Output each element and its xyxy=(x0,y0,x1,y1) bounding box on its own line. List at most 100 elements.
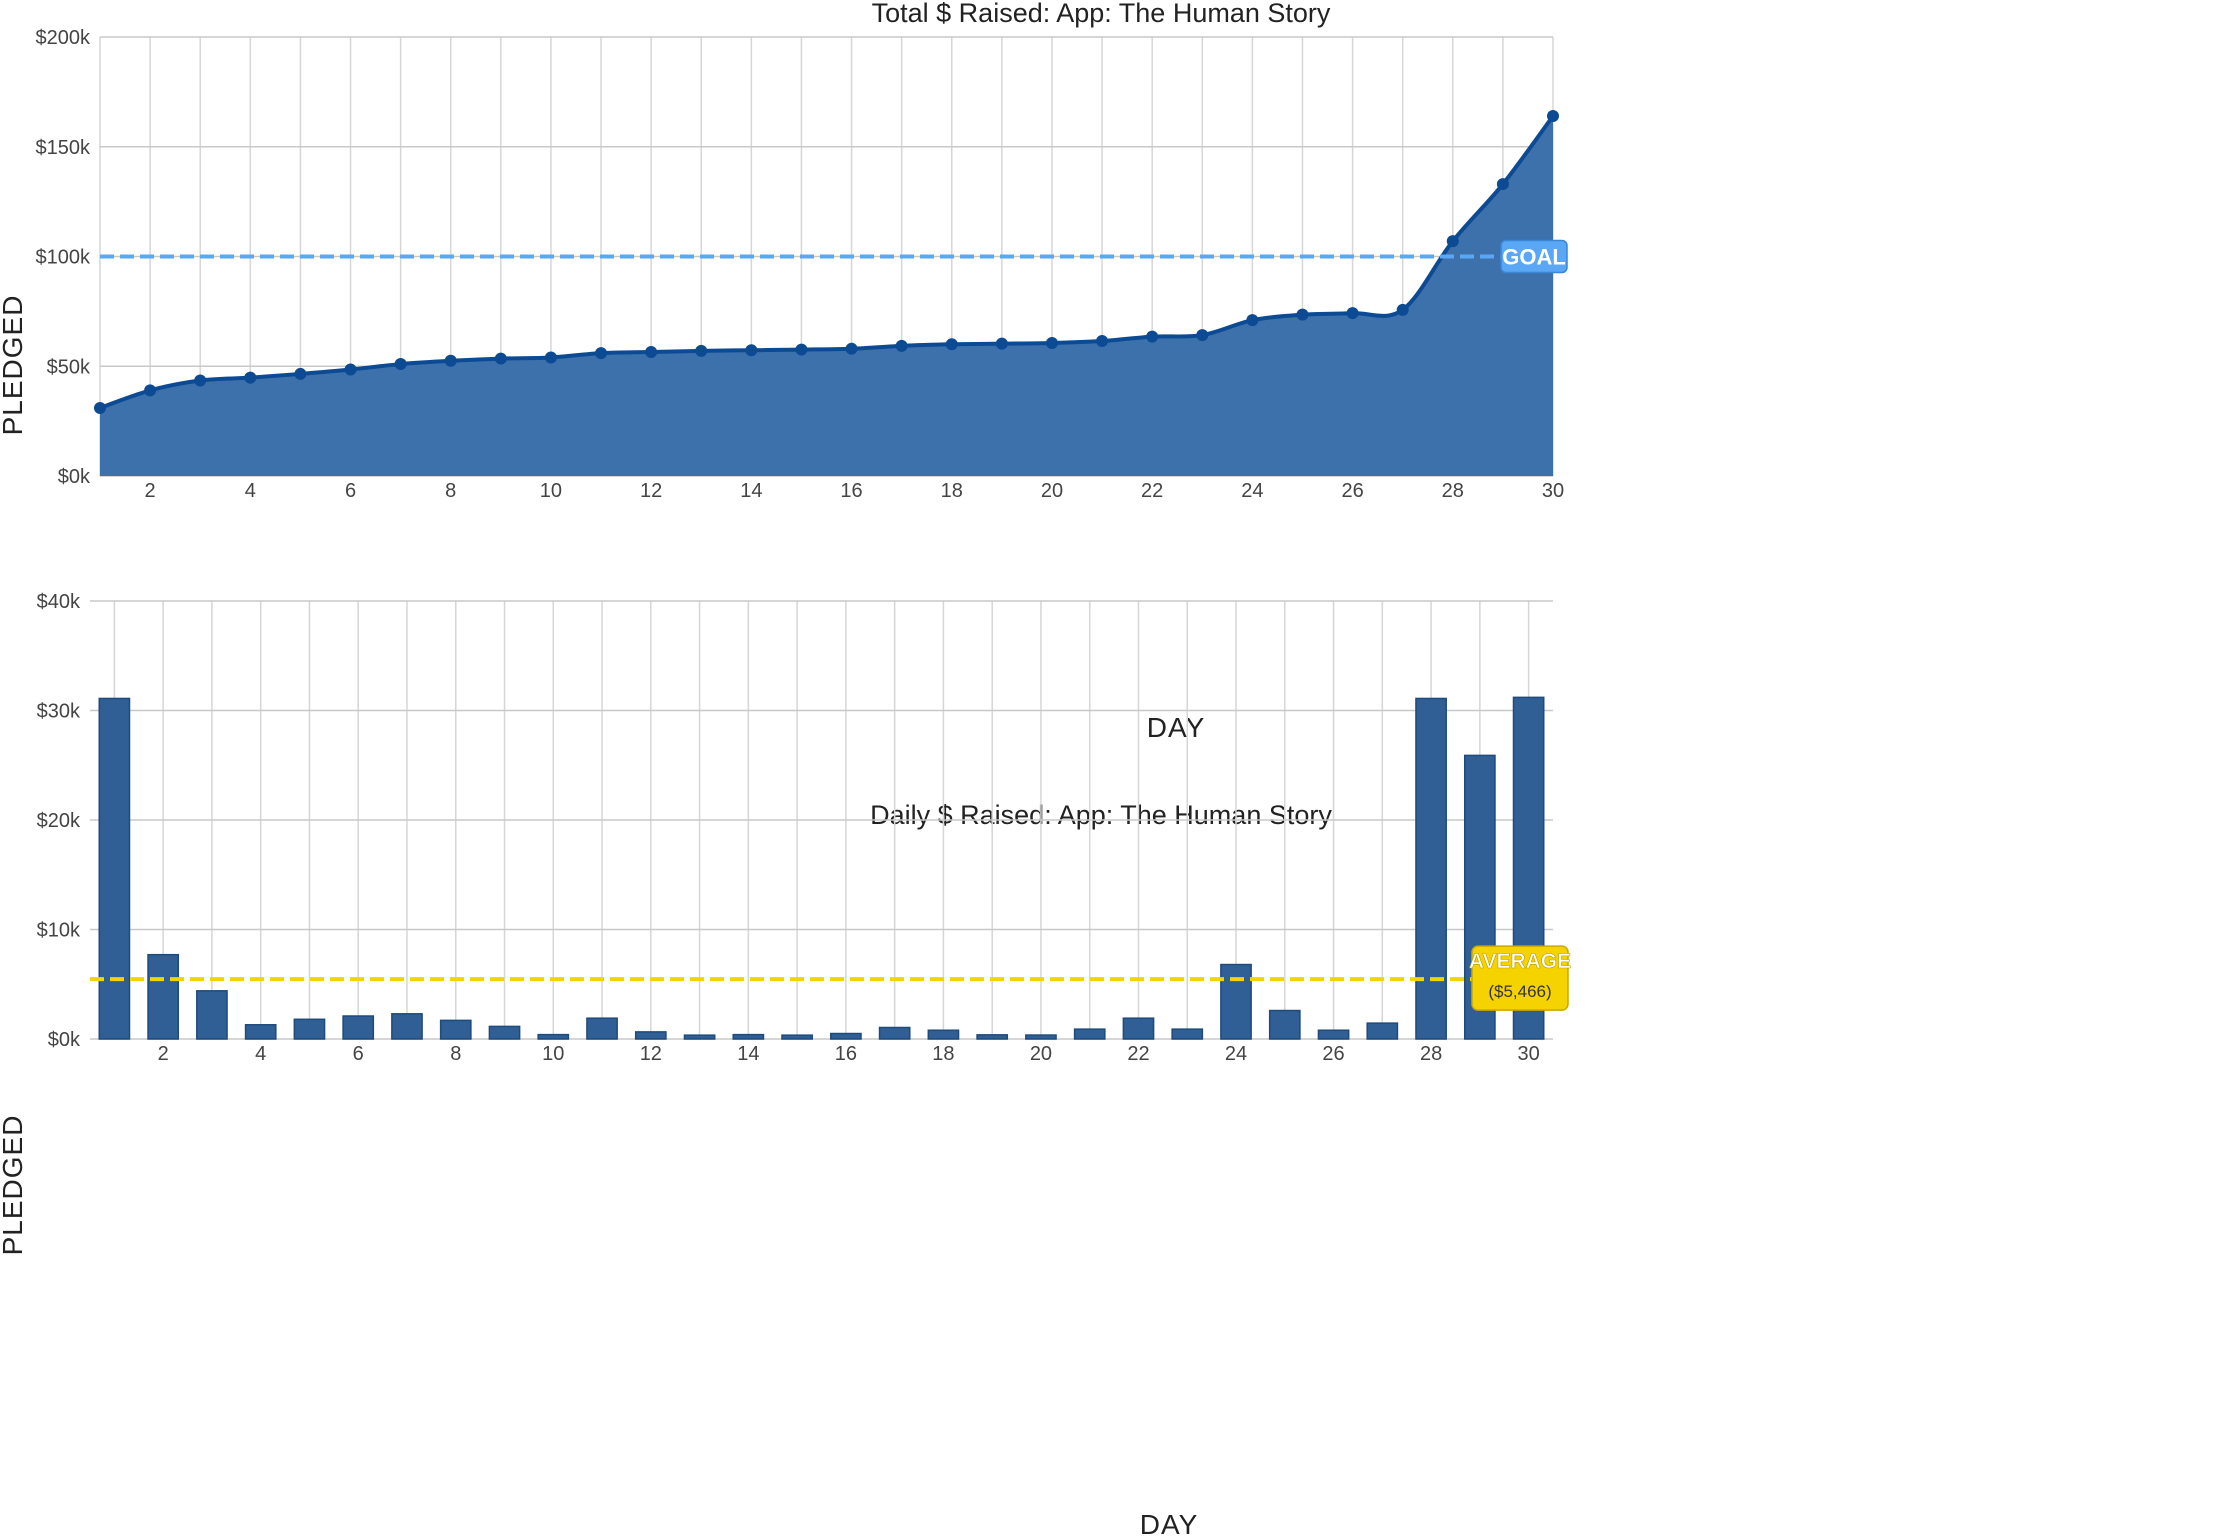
bar xyxy=(1268,1009,1301,1040)
x-tick-label: 22 xyxy=(1141,480,1163,502)
data-point xyxy=(1446,235,1459,248)
x-tick-label: 14 xyxy=(737,1043,759,1065)
bar xyxy=(927,1029,960,1040)
bar xyxy=(1171,1028,1204,1040)
data-point xyxy=(795,343,808,356)
y-tick-label: $0k xyxy=(48,1029,81,1051)
data-point xyxy=(494,352,507,365)
data-point xyxy=(294,367,307,380)
goal-badge xyxy=(1500,239,1568,274)
bar xyxy=(537,1033,570,1040)
x-tick-label: 16 xyxy=(835,1043,857,1065)
bar xyxy=(1220,963,1252,1040)
data-point xyxy=(645,345,658,358)
y-tick-label: $150k xyxy=(36,137,91,159)
x-tick-label: 24 xyxy=(1241,480,1263,502)
data-point xyxy=(1496,178,1509,191)
data-point xyxy=(1146,330,1159,343)
chart-title: Total $ Raised: App: The Human Story xyxy=(872,0,1331,28)
data-point xyxy=(344,363,357,376)
bar xyxy=(1366,1022,1399,1040)
data-point xyxy=(945,338,958,351)
x-tick-label: 10 xyxy=(540,480,562,502)
average-line: AVERAGE ($5,466) xyxy=(90,945,1571,1011)
x-tick-label: 16 xyxy=(840,480,862,502)
area-fill xyxy=(100,116,1553,477)
chart-title: Daily $ Raised: App: The Human Story xyxy=(870,800,1332,830)
data-point xyxy=(995,337,1008,350)
x-tick-label: 18 xyxy=(932,1043,954,1065)
bar xyxy=(1317,1029,1350,1040)
data-point xyxy=(1246,314,1259,327)
x-tick-label: 2 xyxy=(145,480,156,502)
x-tick-label: 22 xyxy=(1127,1043,1149,1065)
total-raised-chart: Total $ Raised: App: The Human Story GOA… xyxy=(0,0,1568,743)
data-point xyxy=(1547,110,1559,123)
x-tick-label: 4 xyxy=(255,1043,266,1065)
x-tick-label: 28 xyxy=(1442,480,1464,502)
average-value: ($5,466) xyxy=(1488,982,1551,1001)
y-tick-label: $20k xyxy=(37,810,81,832)
data-point xyxy=(444,354,457,367)
bar xyxy=(586,1017,618,1040)
x-tick-label: 30 xyxy=(1517,1043,1539,1065)
bar xyxy=(244,1024,277,1040)
x-tick-label: 2 xyxy=(158,1043,169,1065)
bar xyxy=(391,1013,423,1040)
goal-label: GOAL xyxy=(1502,245,1566,270)
data-point xyxy=(895,339,908,352)
bar xyxy=(1463,754,1496,1040)
x-tick-label: 12 xyxy=(640,1043,662,1065)
bar xyxy=(342,1015,375,1040)
data-point xyxy=(394,358,407,371)
bar xyxy=(147,953,180,1040)
x-tick-label: 24 xyxy=(1225,1043,1247,1065)
data-point xyxy=(1045,336,1058,349)
bar xyxy=(1122,1017,1155,1040)
x-tick-label: 20 xyxy=(1041,480,1063,502)
x-tick-label: 10 xyxy=(542,1043,564,1065)
x-tick-label: 6 xyxy=(353,1043,364,1065)
y-axis-label: PLEDGED xyxy=(0,1115,28,1256)
bar xyxy=(1073,1028,1106,1040)
x-tick-label: 18 xyxy=(941,480,963,502)
bar xyxy=(439,1019,472,1040)
data-point xyxy=(544,351,557,364)
data-point xyxy=(1296,308,1309,321)
x-tick-label: 6 xyxy=(345,480,356,502)
data-point xyxy=(1196,329,1209,342)
bar xyxy=(976,1034,1009,1040)
x-axis-label: DAY xyxy=(1140,1509,1199,1536)
bar xyxy=(196,990,228,1040)
bar xyxy=(293,1018,326,1040)
data-point xyxy=(595,347,608,360)
bar xyxy=(1025,1034,1057,1040)
y-tick-label: $200k xyxy=(36,27,91,49)
y-tick-label: $10k xyxy=(37,920,81,942)
y-tick-label: $50k xyxy=(47,356,91,378)
data-point xyxy=(745,344,758,357)
bar xyxy=(634,1031,667,1040)
bar xyxy=(781,1034,813,1040)
data-point xyxy=(244,371,257,384)
area-series xyxy=(94,110,1559,477)
data-point xyxy=(695,344,708,357)
bar xyxy=(683,1034,716,1040)
x-tick-label: 8 xyxy=(450,1043,461,1065)
x-tick-label: 30 xyxy=(1542,480,1564,502)
x-tick-label: 12 xyxy=(640,480,662,502)
data-point xyxy=(94,401,106,414)
bar xyxy=(732,1033,765,1040)
y-tick-label: $0k xyxy=(58,466,91,488)
data-point xyxy=(194,374,207,387)
x-axis-label: DAY xyxy=(1147,712,1206,743)
data-point xyxy=(1346,307,1359,320)
y-axis-label: PLEDGED xyxy=(0,295,28,436)
average-badge xyxy=(1471,945,1569,1011)
y-tick-label: $100k xyxy=(36,247,91,269)
data-point xyxy=(845,342,858,355)
average-label: AVERAGE xyxy=(1469,950,1571,973)
data-point xyxy=(144,384,157,397)
x-tick-label: 8 xyxy=(445,480,456,502)
